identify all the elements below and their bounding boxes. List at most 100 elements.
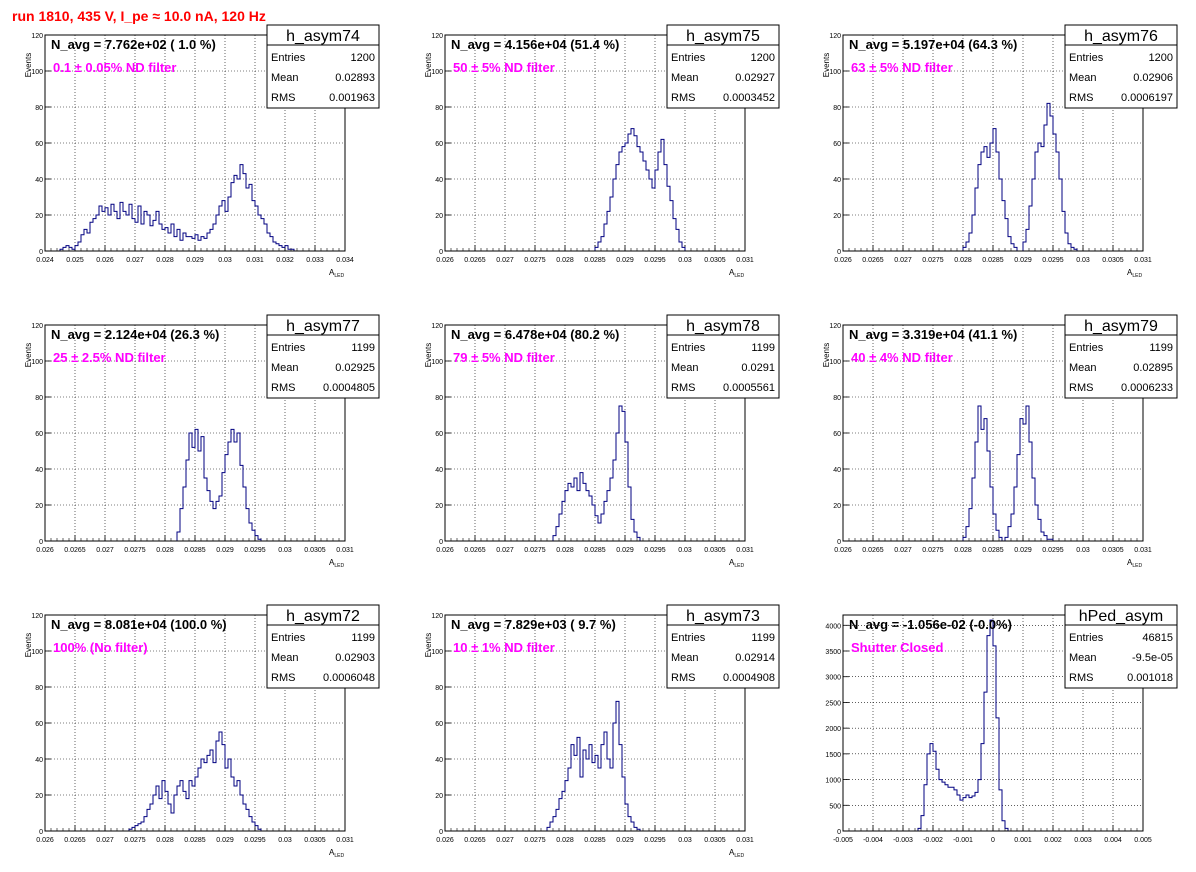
x-axis-label: ALED <box>729 268 744 279</box>
y-tick-label: 60 <box>833 431 841 438</box>
filter-label: 0.1 ± 0.05% ND filter <box>53 60 176 75</box>
x-tick-label: 0.033 <box>306 257 324 264</box>
y-tick-label: 40 <box>35 757 43 764</box>
x-tick-label: 0.03 <box>678 257 692 264</box>
y-axis-label: Events <box>822 53 831 77</box>
x-tick-label: -0.004 <box>863 837 883 844</box>
stats-title: h_asym77 <box>286 318 360 335</box>
navg-label: N_avg = 4.156e+04 (51.4 %) <box>451 37 619 52</box>
x-tick-label: 0.0295 <box>644 547 666 554</box>
y-tick-label: 80 <box>35 395 43 402</box>
navg-label: N_avg = 6.478e+04 (80.2 %) <box>451 327 619 342</box>
y-tick-label: 40 <box>35 177 43 184</box>
y-tick-label: 20 <box>435 503 443 510</box>
x-tick-label: 0.0275 <box>124 547 146 554</box>
y-axis-label: Events <box>24 633 33 657</box>
y-tick-label: 120 <box>829 33 841 40</box>
stats-box <box>1064 604 1178 689</box>
x-tick-label: -0.001 <box>953 837 973 844</box>
stats-value: 0.02895 <box>1133 362 1173 374</box>
x-tick-label: 0.0275 <box>524 837 546 844</box>
x-tick-label: 0.0265 <box>862 547 884 554</box>
y-tick-label: 40 <box>435 757 443 764</box>
y-tick-label: 100 <box>31 359 43 366</box>
stats-value: 1199 <box>351 632 375 644</box>
y-tick-label: 100 <box>829 69 841 76</box>
histogram-line <box>59 164 300 252</box>
stats-label: Entries <box>671 632 706 644</box>
y-tick-label: 0 <box>39 249 43 256</box>
stats-value: 0.0006233 <box>1121 382 1173 394</box>
plot-frame <box>444 614 746 832</box>
stats-label: Mean <box>271 72 299 84</box>
x-tick-label: 0.003 <box>1074 837 1092 844</box>
x-tick-label: 0.002 <box>1044 837 1062 844</box>
stats-value: 0.02893 <box>335 72 375 84</box>
histogram-hPed_asym: -0.005 -0.004 -0.003 -0.002 -0.001 0 0.001 0.00… <box>825 604 1178 844</box>
x-tick-label: 0.0265 <box>464 837 486 844</box>
y-tick-label: 40 <box>35 467 43 474</box>
stats-label: RMS <box>1069 92 1093 104</box>
stats-value: 0.0005561 <box>723 382 775 394</box>
stats-label: RMS <box>671 92 695 104</box>
stats-value: -9.5e-05 <box>1132 652 1173 664</box>
y-tick-label: 100 <box>431 69 443 76</box>
stats-label: RMS <box>671 382 695 394</box>
y-tick-label: 100 <box>431 359 443 366</box>
x-tick-label: 0.031 <box>736 837 754 844</box>
stats-label: Entries <box>271 52 306 64</box>
x-tick-label: 0.029 <box>616 837 634 844</box>
y-tick-label: 0 <box>39 539 43 546</box>
y-tick-label: 2500 <box>825 700 841 707</box>
stats-value: 0.0006197 <box>1121 92 1173 104</box>
stats-value: 1200 <box>351 52 375 64</box>
x-tick-label: -0.003 <box>893 837 913 844</box>
stats-title: h_asym76 <box>1084 28 1158 45</box>
x-tick-label: 0.0305 <box>304 837 326 844</box>
y-tick-label: 1000 <box>825 778 841 785</box>
x-tick-label: -0.005 <box>833 837 853 844</box>
x-tick-label: 0.0265 <box>464 257 486 264</box>
x-tick-label: 0.029 <box>1014 547 1032 554</box>
x-tick-label: 0.0305 <box>304 547 326 554</box>
stats-value: 1199 <box>1149 342 1173 354</box>
y-tick-label: 0 <box>439 539 443 546</box>
x-tick-label: 0.026 <box>36 547 54 554</box>
x-tick-label: 0.031 <box>1134 257 1152 264</box>
filter-label: 100% (No filter) <box>53 640 148 655</box>
filter-label: Shutter Closed <box>851 640 944 655</box>
x-tick-label: 0.0305 <box>1102 257 1124 264</box>
x-tick-label: 0.0275 <box>124 837 146 844</box>
x-tick-label: 0.027 <box>894 547 912 554</box>
x-tick-label: 0.029 <box>616 257 634 264</box>
x-tick-label: 0.0275 <box>524 547 546 554</box>
x-tick-label: 0.0285 <box>584 837 606 844</box>
stats-value: 0.02906 <box>1133 72 1173 84</box>
x-tick-label: 0.034 <box>336 257 354 264</box>
x-tick-label: 0.0275 <box>922 257 944 264</box>
x-axis-label-sub: LED <box>334 273 344 279</box>
y-tick-label: 1500 <box>825 752 841 759</box>
x-tick-label: 0.0285 <box>982 257 1004 264</box>
stats-label: Mean <box>671 652 699 664</box>
x-tick-label: 0.026 <box>96 257 114 264</box>
histogram-h_asym79: 0.026 0.0265 0.027 0.0275 0.028 0.0285 0.029 0.… <box>822 314 1178 569</box>
x-tick-label: 0.028 <box>556 547 574 554</box>
y-tick-label: 20 <box>35 793 43 800</box>
histogram-h_asym73: 0.026 0.0265 0.027 0.0275 0.028 0.0285 0.029 0.… <box>424 604 780 859</box>
x-tick-label: 0.0305 <box>704 257 726 264</box>
plot-frame <box>44 324 346 542</box>
y-axis-label: Events <box>822 343 831 367</box>
stats-label: Entries <box>1069 632 1104 644</box>
x-tick-label: 0.0295 <box>1042 257 1064 264</box>
x-tick-label: 0.031 <box>336 547 354 554</box>
histogram-line <box>176 428 262 541</box>
y-tick-label: 0 <box>837 249 841 256</box>
x-tick-label: 0.005 <box>1134 837 1152 844</box>
x-axis-label: ALED <box>1127 268 1142 279</box>
stats-value: 0.001963 <box>329 92 375 104</box>
y-tick-label: 100 <box>829 359 841 366</box>
x-tick-label: 0.0275 <box>922 547 944 554</box>
stats-value: 0.02925 <box>335 362 375 374</box>
